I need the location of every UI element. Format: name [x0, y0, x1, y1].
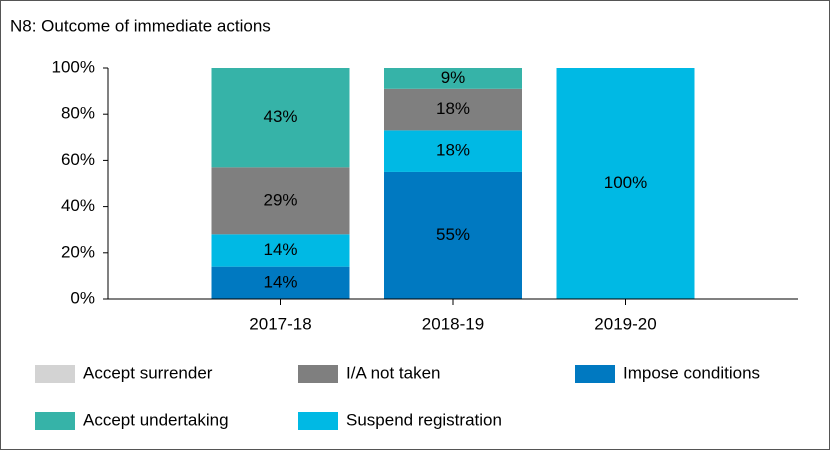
- bar-segment: [384, 171, 522, 299]
- data-label: 9%: [441, 68, 466, 87]
- legend-label: I/A not taken: [346, 363, 441, 382]
- bar-segment: [211, 68, 350, 168]
- chart-title: N8: Outcome of immediate actions: [10, 16, 271, 35]
- bar-segment: [211, 266, 350, 299]
- bar-segment: [211, 167, 350, 235]
- y-tick-label: 0%: [70, 288, 95, 307]
- bar-segment: [384, 130, 522, 172]
- bar-segment: [384, 88, 522, 131]
- data-label: 18%: [436, 99, 470, 118]
- bar-segment: [211, 234, 350, 267]
- bar-segment: [384, 68, 522, 89]
- legend-label: Accept surrender: [83, 363, 213, 382]
- legend-label: Impose conditions: [623, 363, 760, 382]
- data-label: 55%: [436, 225, 470, 244]
- y-tick-label: 40%: [61, 196, 95, 215]
- legend-swatch: [35, 365, 75, 383]
- legend-label: Accept undertaking: [83, 410, 229, 429]
- data-label: 14%: [263, 240, 297, 259]
- y-tick-label: 80%: [61, 104, 95, 123]
- x-tick-label: 2017-18: [249, 314, 311, 333]
- legend-swatch: [298, 365, 338, 383]
- bar-segment: [556, 68, 695, 299]
- y-tick-label: 100%: [52, 57, 95, 76]
- data-label: 29%: [263, 190, 297, 209]
- x-tick-label: 2019-20: [594, 314, 656, 333]
- data-label: 100%: [604, 173, 647, 192]
- data-label: 14%: [263, 272, 297, 291]
- legend-label: Suspend registration: [346, 410, 502, 429]
- y-tick-label: 60%: [61, 150, 95, 169]
- x-tick-label: 2018-19: [422, 314, 484, 333]
- legend-swatch: [298, 412, 338, 430]
- legend-swatch: [35, 412, 75, 430]
- legend-swatch: [575, 365, 615, 383]
- data-label: 43%: [263, 107, 297, 126]
- y-tick-label: 20%: [61, 242, 95, 261]
- data-label: 18%: [436, 141, 470, 160]
